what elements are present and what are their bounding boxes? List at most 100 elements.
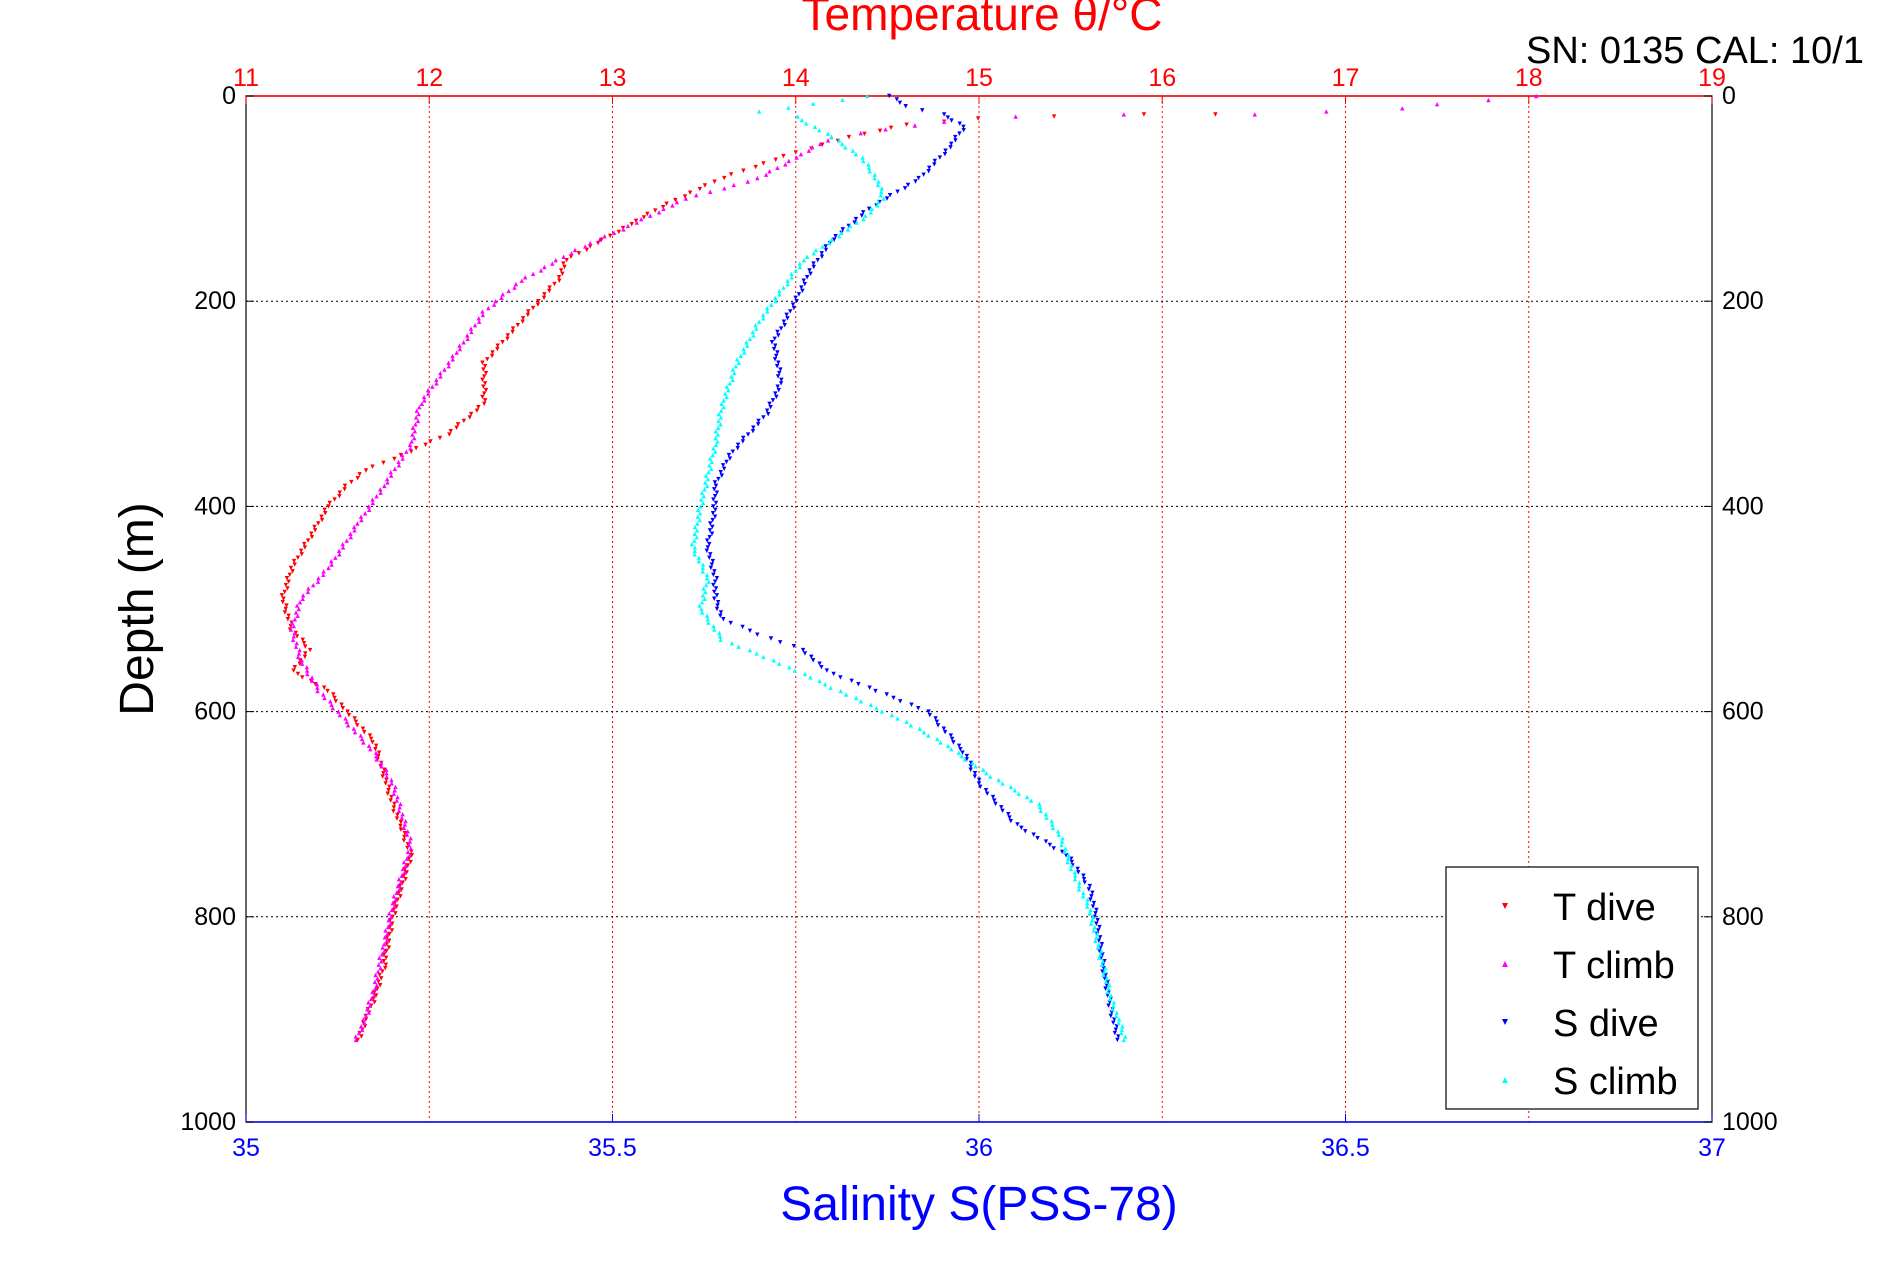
data-point [976, 777, 982, 783]
legend-marker [1502, 903, 1508, 909]
data-point [949, 118, 954, 123]
data-point [996, 777, 1001, 783]
data-point [446, 363, 451, 369]
data-point [687, 190, 693, 195]
data-point [723, 391, 728, 396]
data-point [961, 124, 966, 129]
data-point [1000, 781, 1005, 786]
data-point [803, 121, 809, 126]
data-point [970, 760, 975, 766]
data-point [382, 935, 388, 940]
data-point [370, 497, 375, 502]
data-point [434, 377, 439, 383]
data-point [380, 969, 385, 974]
data-point [1059, 842, 1064, 848]
data-point [410, 425, 416, 430]
data-point [401, 873, 407, 878]
data-point [771, 658, 776, 663]
data-point [379, 760, 384, 766]
data-point [1077, 880, 1082, 885]
data-point [859, 213, 865, 218]
data-point [781, 319, 787, 324]
data-point [408, 846, 414, 851]
data-point [772, 336, 777, 342]
data-point [409, 853, 415, 858]
data-point [1065, 859, 1070, 865]
data-point [557, 278, 562, 283]
data-point [359, 736, 365, 742]
data-point [833, 234, 838, 239]
data-point [715, 432, 721, 437]
data-point [707, 555, 712, 560]
data-point [616, 229, 622, 235]
data-point [1486, 97, 1491, 103]
data-point [291, 668, 296, 673]
data-point [372, 1000, 377, 1005]
data-point [710, 511, 716, 516]
data-point [984, 770, 989, 776]
data-point [370, 740, 375, 745]
data-point [446, 360, 451, 365]
data-point [288, 623, 293, 629]
data-point [714, 490, 720, 495]
data-point [801, 257, 807, 263]
data-point [815, 257, 820, 263]
data-point [1047, 842, 1053, 848]
data-point [705, 545, 710, 550]
data-point [794, 299, 799, 304]
data-point [781, 285, 786, 290]
data-point [326, 504, 331, 509]
data-point [926, 169, 931, 174]
data-point [781, 153, 786, 159]
data-point [493, 299, 498, 304]
data-point [773, 343, 778, 348]
data-point [777, 292, 782, 297]
data-point [375, 976, 380, 981]
data-point [778, 367, 783, 372]
data-point [408, 446, 413, 451]
data-point [988, 774, 993, 779]
data-point [1095, 945, 1101, 950]
data-point [625, 223, 631, 229]
data-point [300, 675, 305, 680]
data-point [775, 165, 780, 171]
data-point [874, 705, 879, 711]
data-point [808, 675, 813, 680]
data-point [289, 620, 295, 625]
data-point [695, 507, 701, 513]
data-point [775, 384, 780, 389]
data-point [422, 398, 427, 403]
data-point [1096, 941, 1102, 947]
data-point [1024, 794, 1030, 800]
data-point [294, 641, 299, 646]
data-point [421, 394, 427, 400]
data-point [711, 582, 716, 588]
data-point [407, 442, 413, 448]
data-point [1059, 849, 1065, 855]
depth-tick-label-left: 600 [194, 698, 236, 726]
data-point [718, 613, 723, 619]
data-point [1116, 1020, 1121, 1026]
data-point [568, 254, 574, 259]
data-point [817, 678, 822, 684]
data-point [402, 831, 408, 836]
data-point [701, 586, 706, 591]
data-point [878, 192, 883, 198]
data-point [366, 1010, 372, 1015]
data-point [305, 671, 310, 677]
data-point [385, 924, 391, 930]
data-point [380, 774, 385, 779]
data-point [908, 723, 914, 728]
data-point [754, 651, 759, 656]
data-point [374, 983, 380, 988]
data-point [482, 374, 487, 379]
data-point [1094, 907, 1099, 913]
data-point [698, 497, 704, 502]
data-point [482, 381, 488, 386]
data-point [948, 145, 953, 150]
data-point [978, 784, 983, 790]
data-point [388, 470, 393, 475]
depth-tick-label-right: 800 [1722, 903, 1764, 931]
data-point [696, 558, 701, 564]
data-point [1434, 102, 1440, 107]
